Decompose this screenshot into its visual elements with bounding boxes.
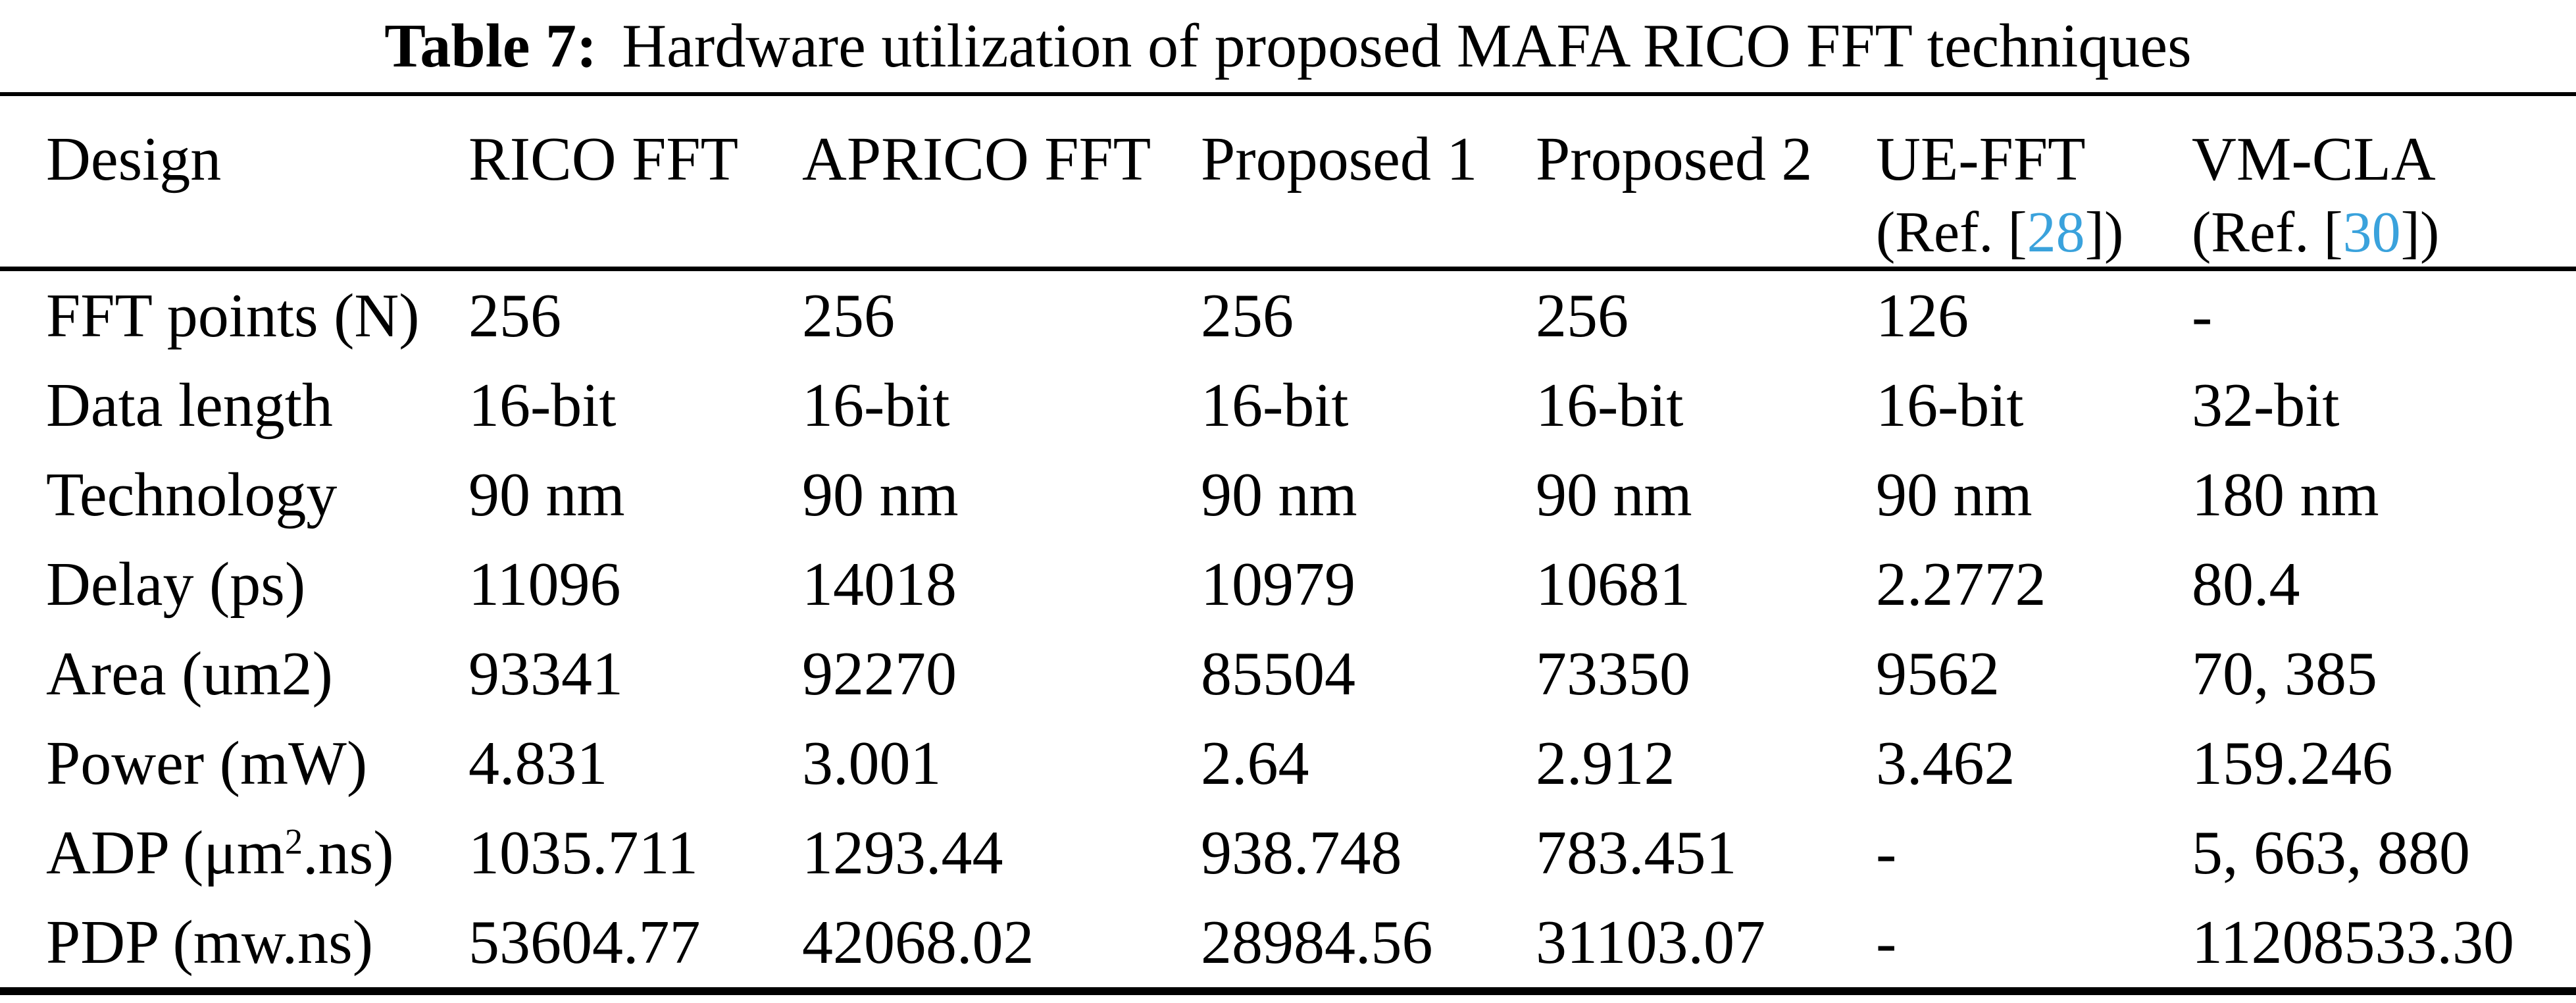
- cell: -: [1876, 908, 1897, 977]
- cell: 256: [1536, 282, 1629, 350]
- row-label: Technology: [46, 461, 338, 529]
- header-label-design: Design: [46, 125, 222, 193]
- header-cell-proposed-1: Proposed 1: [1201, 122, 1536, 270]
- table-row-area: Area (um2) 93341 92270 85504 73350 9562 …: [0, 629, 2576, 719]
- table-caption-text: Hardware utilization of proposed MAFA RI…: [622, 12, 2192, 80]
- header-label-aprico-fft: APRICO FFT: [802, 125, 1151, 193]
- cell: 11096: [468, 550, 621, 619]
- cell: 90 nm: [1536, 461, 1692, 529]
- header-ref-vm-cla: (Ref. [30]): [2192, 196, 2576, 270]
- cell: 73350: [1536, 640, 1690, 708]
- cell: 1035.711: [468, 819, 699, 887]
- table-row-data-length: Data length 16-bit 16-bit 16-bit 16-bit …: [0, 361, 2576, 450]
- cell: 42068.02: [802, 908, 1034, 977]
- cell: -: [1876, 819, 1897, 887]
- cell: 4.831: [468, 729, 608, 798]
- cell: 90 nm: [1876, 461, 2033, 529]
- cell: 93341: [468, 640, 623, 708]
- row-label: ADP (μm2.ns): [46, 819, 394, 887]
- cell: 16-bit: [1201, 371, 1349, 440]
- header-cell-ue-fft: UE-FFT (Ref. [28]): [1876, 122, 2192, 270]
- ref-close-text: ]): [2084, 201, 2124, 265]
- cell: 126: [1876, 282, 1969, 350]
- citation-link-30[interactable]: 30: [2342, 201, 2401, 265]
- cell: 9562: [1876, 640, 2000, 708]
- table-caption-label: Table 7:: [384, 12, 597, 80]
- cell: 783.451: [1536, 819, 1737, 887]
- cell: 80.4: [2192, 550, 2300, 619]
- cell: 85504: [1201, 640, 1355, 708]
- table-row-adp: ADP (μm2.ns) 1035.711 1293.44 938.748 78…: [0, 808, 2576, 898]
- cell: 53604.77: [468, 908, 701, 977]
- cell: 938.748: [1201, 819, 1402, 887]
- cell: 90 nm: [468, 461, 625, 529]
- header-ref-ue-fft: (Ref. [28]): [1876, 196, 2192, 270]
- ref-open-text: (Ref. [: [1876, 201, 2027, 265]
- hardware-utilization-table: Design RICO FFT APRICO FFT Proposed 1 Pr…: [0, 92, 2576, 995]
- header-cell-proposed-2: Proposed 2: [1536, 122, 1876, 270]
- cell: 16-bit: [1876, 371, 2024, 440]
- table-row-technology: Technology 90 nm 90 nm 90 nm 90 nm 90 nm…: [0, 450, 2576, 540]
- cell: 159.246: [2192, 729, 2393, 798]
- row-label: FFT points (N): [46, 282, 420, 350]
- cell: 11208533.30: [2192, 908, 2515, 977]
- header-cell-design: Design: [46, 122, 468, 270]
- cell: 10979: [1201, 550, 1355, 619]
- cell: 2.912: [1536, 729, 1675, 798]
- cell: 70, 385: [2192, 640, 2377, 708]
- cell: 1293.44: [802, 819, 1003, 887]
- cell: 256: [802, 282, 895, 350]
- row-label: Area (um2): [46, 640, 333, 708]
- cell: 90 nm: [802, 461, 959, 529]
- cell: -: [2192, 282, 2213, 350]
- cell: 16-bit: [468, 371, 617, 440]
- cell: 16-bit: [802, 371, 950, 440]
- table-row-fft-points: FFT points (N) 256 256 256 256 126 -: [0, 271, 2576, 361]
- row-label: Power (mW): [46, 729, 368, 798]
- cell: 256: [468, 282, 561, 350]
- cell: 3.001: [802, 729, 942, 798]
- cell: 32-bit: [2192, 371, 2340, 440]
- cell: 28984.56: [1201, 908, 1433, 977]
- cell: 5, 663, 880: [2192, 819, 2470, 887]
- header-label-ue-fft: UE-FFT: [1876, 125, 2086, 193]
- cell: 2.2772: [1876, 550, 2046, 619]
- header-label-proposed-2: Proposed 2: [1536, 125, 1813, 193]
- cell: 92270: [802, 640, 957, 708]
- cell: 2.64: [1201, 729, 1309, 798]
- row-label: Data length: [46, 371, 333, 440]
- header-cell-rico-fft: RICO FFT: [468, 122, 802, 270]
- cell: 14018: [802, 550, 957, 619]
- cell: 90 nm: [1201, 461, 1357, 529]
- header-cell-aprico-fft: APRICO FFT: [802, 122, 1201, 270]
- header-label-vm-cla: VM-CLA: [2192, 125, 2436, 193]
- header-label-proposed-1: Proposed 1: [1201, 125, 1478, 193]
- row-label: Delay (ps): [46, 550, 306, 619]
- citation-link-28[interactable]: 28: [2027, 201, 2085, 265]
- row-label: PDP (mw.ns): [46, 908, 374, 977]
- table-row-pdp: PDP (mw.ns) 53604.77 42068.02 28984.56 3…: [0, 898, 2576, 987]
- header-cell-vm-cla: VM-CLA (Ref. [30]): [2192, 122, 2576, 270]
- cell: 10681: [1536, 550, 1690, 619]
- cell: 31103.07: [1536, 908, 1766, 977]
- table-header-row: Design RICO FFT APRICO FFT Proposed 1 Pr…: [0, 96, 2576, 271]
- table-row-delay: Delay (ps) 11096 14018 10979 10681 2.277…: [0, 540, 2576, 629]
- table-caption: Table 7: Hardware utilization of proposed…: [0, 0, 2576, 92]
- cell: 256: [1201, 282, 1294, 350]
- superscript-2: 2: [284, 821, 303, 862]
- cell: 180 nm: [2192, 461, 2379, 529]
- cell: 16-bit: [1536, 371, 1684, 440]
- cell: 3.462: [1876, 729, 2015, 798]
- header-label-rico-fft: RICO FFT: [468, 125, 739, 193]
- table-row-power: Power (mW) 4.831 3.001 2.64 2.912 3.462 …: [0, 719, 2576, 808]
- ref-open-text: (Ref. [: [2192, 201, 2343, 265]
- ref-close-text: ]): [2400, 201, 2440, 265]
